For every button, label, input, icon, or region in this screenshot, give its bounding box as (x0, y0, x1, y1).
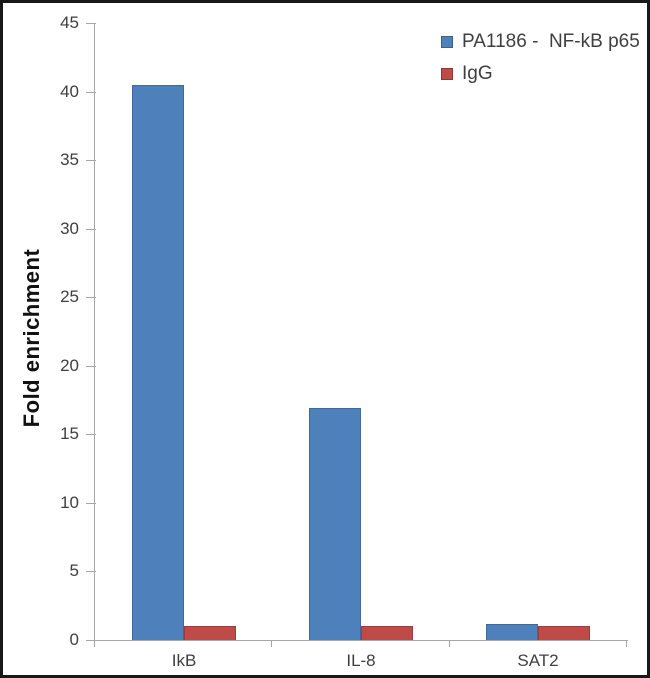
y-tick (86, 640, 96, 641)
y-tick-label: 40 (60, 82, 79, 101)
legend-swatch-igg-icon (441, 68, 453, 80)
y-tick-label: 15 (60, 424, 79, 443)
y-tick-label: 10 (60, 493, 79, 512)
x-axis-line (94, 640, 628, 641)
legend-swatch-pa1186-icon (441, 36, 453, 48)
y-tick (86, 571, 96, 572)
legend-label-igg: IgG (462, 63, 493, 84)
bar-igg-sat2 (538, 626, 590, 640)
y-tick (86, 297, 96, 298)
y-tick-label: 25 (60, 287, 79, 306)
y-tick (86, 23, 96, 24)
x-category-label: IkB (171, 651, 197, 670)
y-tick-label: 45 (60, 13, 79, 32)
y-axis-title: Fold enrichment (19, 248, 44, 428)
x-category-label: IL-8 (346, 651, 376, 670)
y-tick (86, 229, 96, 230)
bar-pa1186-sat2 (486, 624, 538, 640)
y-tick-label: 5 (69, 561, 79, 580)
y-tick-label: 35 (60, 150, 79, 169)
y-tick-label: 0 (69, 630, 79, 649)
legend-item-pa1186: PA1186 - NF-kB p65 (441, 31, 640, 53)
legend-item-igg: IgG (441, 63, 640, 85)
x-category-label: SAT2 (517, 651, 559, 670)
bar-igg-ikb (184, 626, 236, 640)
y-tick-label: 20 (60, 356, 79, 375)
x-tick (94, 640, 95, 647)
y-tick (86, 503, 96, 504)
y-axis-line (94, 23, 95, 640)
bar-pa1186-ikb (132, 85, 184, 640)
y-tick (86, 366, 96, 367)
x-tick (449, 640, 450, 647)
bar-igg-il-8 (361, 626, 413, 640)
legend-label-pa1186: PA1186 - NF-kB p65 (462, 31, 640, 52)
x-tick (271, 640, 272, 647)
x-tick (626, 640, 627, 647)
bar-pa1186-il-8 (309, 408, 361, 640)
y-tick (86, 434, 96, 435)
y-tick (86, 92, 96, 93)
y-tick (86, 160, 96, 161)
legend: PA1186 - NF-kB p65 IgG (441, 31, 640, 85)
y-tick-label: 30 (60, 219, 79, 238)
